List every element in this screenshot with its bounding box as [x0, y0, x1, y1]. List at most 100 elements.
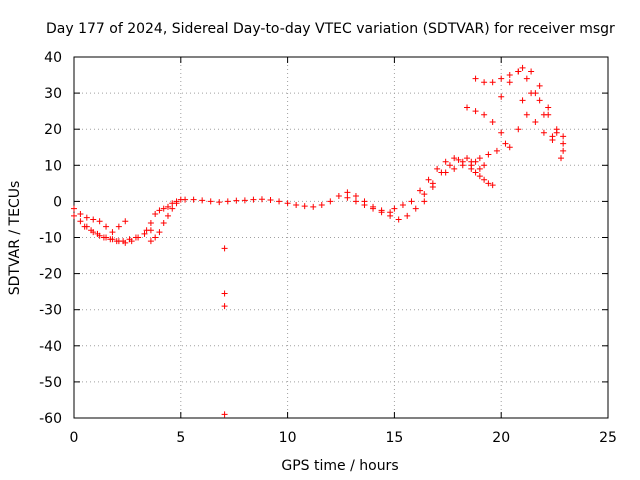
data-point: 15, -2: [391, 205, 398, 212]
data-point: 21.6, 22: [532, 118, 539, 125]
data-point: 15.4, -1: [399, 202, 406, 209]
series-track-3: 0.5, -70.8, -81.1, -91.4, -101.7, -10.52…: [81, 223, 139, 245]
data-point: 3.6, -6: [147, 220, 154, 227]
grid: [74, 57, 608, 418]
data-point: 20.4, 35: [506, 72, 513, 79]
data-point: 4.4, -4: [164, 212, 171, 219]
data-point: 16.6, 6: [425, 176, 432, 183]
data-point: 18.8, 25: [472, 108, 479, 115]
data-point: 10, -0.5: [284, 200, 291, 207]
series-track-9: 16.4, 216.8, 517.2, 817.6, 1018, 11.518.…: [421, 155, 488, 198]
data-point: 0.6, -4.5: [83, 214, 90, 221]
data-point: 21.8, 32: [536, 82, 543, 89]
data-point: 3.8, -3.5: [152, 211, 159, 218]
data-point: 6.8, -0.2: [216, 199, 223, 206]
data-point: 8.8, 0.6: [258, 196, 265, 203]
data-point: 21, 28: [519, 97, 526, 104]
data-point: 1.8, -8.5: [109, 229, 116, 236]
data-point: 16.8, 5: [429, 180, 436, 187]
data-point: 20.8, 36: [515, 68, 522, 75]
data-point: 19.4, 5: [485, 180, 492, 187]
data-point: 2.3, -11: [120, 238, 127, 245]
data-point: 0, -4: [71, 212, 77, 219]
y-tick-label: 40: [44, 50, 62, 66]
data-point: 4, -8.5: [156, 229, 163, 236]
data-point: 22.2, 24: [545, 111, 552, 118]
data-point: 4, -2.5: [156, 207, 163, 214]
data-point: 9.2, 0.4: [267, 196, 274, 203]
data-point: 18, 11.5: [455, 156, 462, 163]
data-point: 19, 12: [476, 155, 483, 162]
data-point: 8.4, 0.5: [250, 196, 257, 203]
series-track-14: 20, 2920.4, 3320.8, 3621, 3721.4, 3621.8…: [498, 64, 567, 154]
data-point: 22.9, 16: [560, 140, 567, 147]
data-point: 0.9, -5: [90, 216, 97, 223]
data-point: 20.4, 33: [506, 79, 513, 86]
series-track-12: 18.4, 2618.8, 2519.2, 2419.6, 2220, 19 20…: [464, 104, 513, 151]
data-point: 2, -11: [113, 238, 120, 245]
data-point: 19.6, 22: [489, 118, 496, 125]
data-point: 22.4, 17: [549, 137, 556, 144]
data-point: 0.3, -5.5: [77, 218, 84, 225]
data-point: 21, 37: [519, 64, 526, 71]
series-track-10: 17.4, 817.8, 918.2, 1018.6, 1119, 1219.4…: [442, 140, 509, 176]
data-point: 16.4, 2: [421, 191, 428, 198]
x-tick-label: 10: [279, 430, 297, 446]
data-point: 11.2, -1.5: [310, 203, 317, 210]
data-point: 4.6, -2: [169, 205, 176, 212]
data-point: 7.05, -29: [221, 303, 228, 310]
data-point: 20.4, 15: [506, 144, 513, 151]
data-point: 12.8, 1: [344, 194, 351, 201]
data-point: 18.8, 8: [472, 169, 479, 176]
data-point: 17.8, 9: [451, 165, 458, 172]
data-point: 19.2, 24: [481, 111, 488, 118]
data-point: 21.2, 24: [523, 111, 530, 118]
y-tick-label: -20: [39, 267, 62, 283]
data-point: 0, -2: [71, 205, 77, 212]
data-point: 10.4, -1: [293, 202, 300, 209]
data-point: 17.4, 11: [442, 158, 449, 165]
data-point: 19.4, 13: [485, 151, 492, 158]
data-point: 4.2, -2: [160, 205, 167, 212]
data-point: 10.8, -1.3: [301, 203, 308, 210]
y-tick-label: 30: [44, 86, 62, 102]
data-point: 2.9, -10: [132, 234, 139, 241]
data-point: 19, 9: [476, 165, 483, 172]
data-point: 0.3, -3.5: [77, 211, 84, 218]
data-point: 18.4, 12: [464, 155, 471, 162]
data-point: 20, 34: [498, 75, 505, 82]
data-point: 22, 19: [540, 129, 547, 136]
data-point: 7.05, -59: [221, 411, 228, 418]
data-point: 19.2, 33: [481, 79, 488, 86]
data-point: 4.8, 0: [173, 198, 180, 205]
y-tick-label: -30: [39, 303, 62, 319]
data-point: 17.6, 10: [446, 162, 453, 169]
data-point: 19.8, 14: [493, 147, 500, 154]
data-point: 22.9, 18: [560, 133, 567, 140]
data-point: 19, 7: [476, 173, 483, 180]
series-track-16: 21, 2821.4, 3021.8, 2822.2, 2422.6, 2022…: [519, 90, 567, 140]
y-tick-label: -40: [39, 339, 62, 355]
data-point: 1.1, -9: [94, 230, 101, 237]
y-axis-label: SDTVAR / TECUs: [7, 181, 23, 296]
chart-title: Day 177 of 2024, Sidereal Day-to-day VTE…: [46, 21, 615, 37]
data-point: 22.6, 20: [553, 126, 560, 133]
data-point: 18.8, 34: [472, 75, 479, 82]
data-points: 0, -20.3, -3.50.6, -4.50.9, -51.2, -5.5 1…: [71, 64, 567, 418]
data-point: 21.8, 28: [536, 97, 543, 104]
x-tick-label: 0: [70, 430, 79, 446]
series-track-11: 18.6, 918.8, 819, 719.2, 619.4, 519.6, 4…: [468, 165, 496, 189]
y-tick-label: -60: [39, 411, 62, 427]
data-point: 11.6, -1: [318, 202, 325, 209]
data-point: 7.6, 0.2: [233, 197, 240, 204]
data-point: 22.9, 14: [560, 147, 567, 154]
data-point: 4.4, -1.5: [164, 203, 171, 210]
data-point: 3.4, -8: [143, 227, 150, 234]
y-tick-label: -10: [39, 231, 62, 247]
data-point: 1.2, -5.5: [96, 218, 103, 225]
series-track-8: 15, -215.4, -115.8, 016.2, 316.6, 617, 9…: [391, 155, 483, 212]
data-point: 2.1, -7: [115, 223, 122, 230]
data-point: 19.6, 33: [489, 79, 496, 86]
data-point: 13.2, 0: [352, 198, 359, 205]
data-point: 22.2, 26: [545, 104, 552, 111]
